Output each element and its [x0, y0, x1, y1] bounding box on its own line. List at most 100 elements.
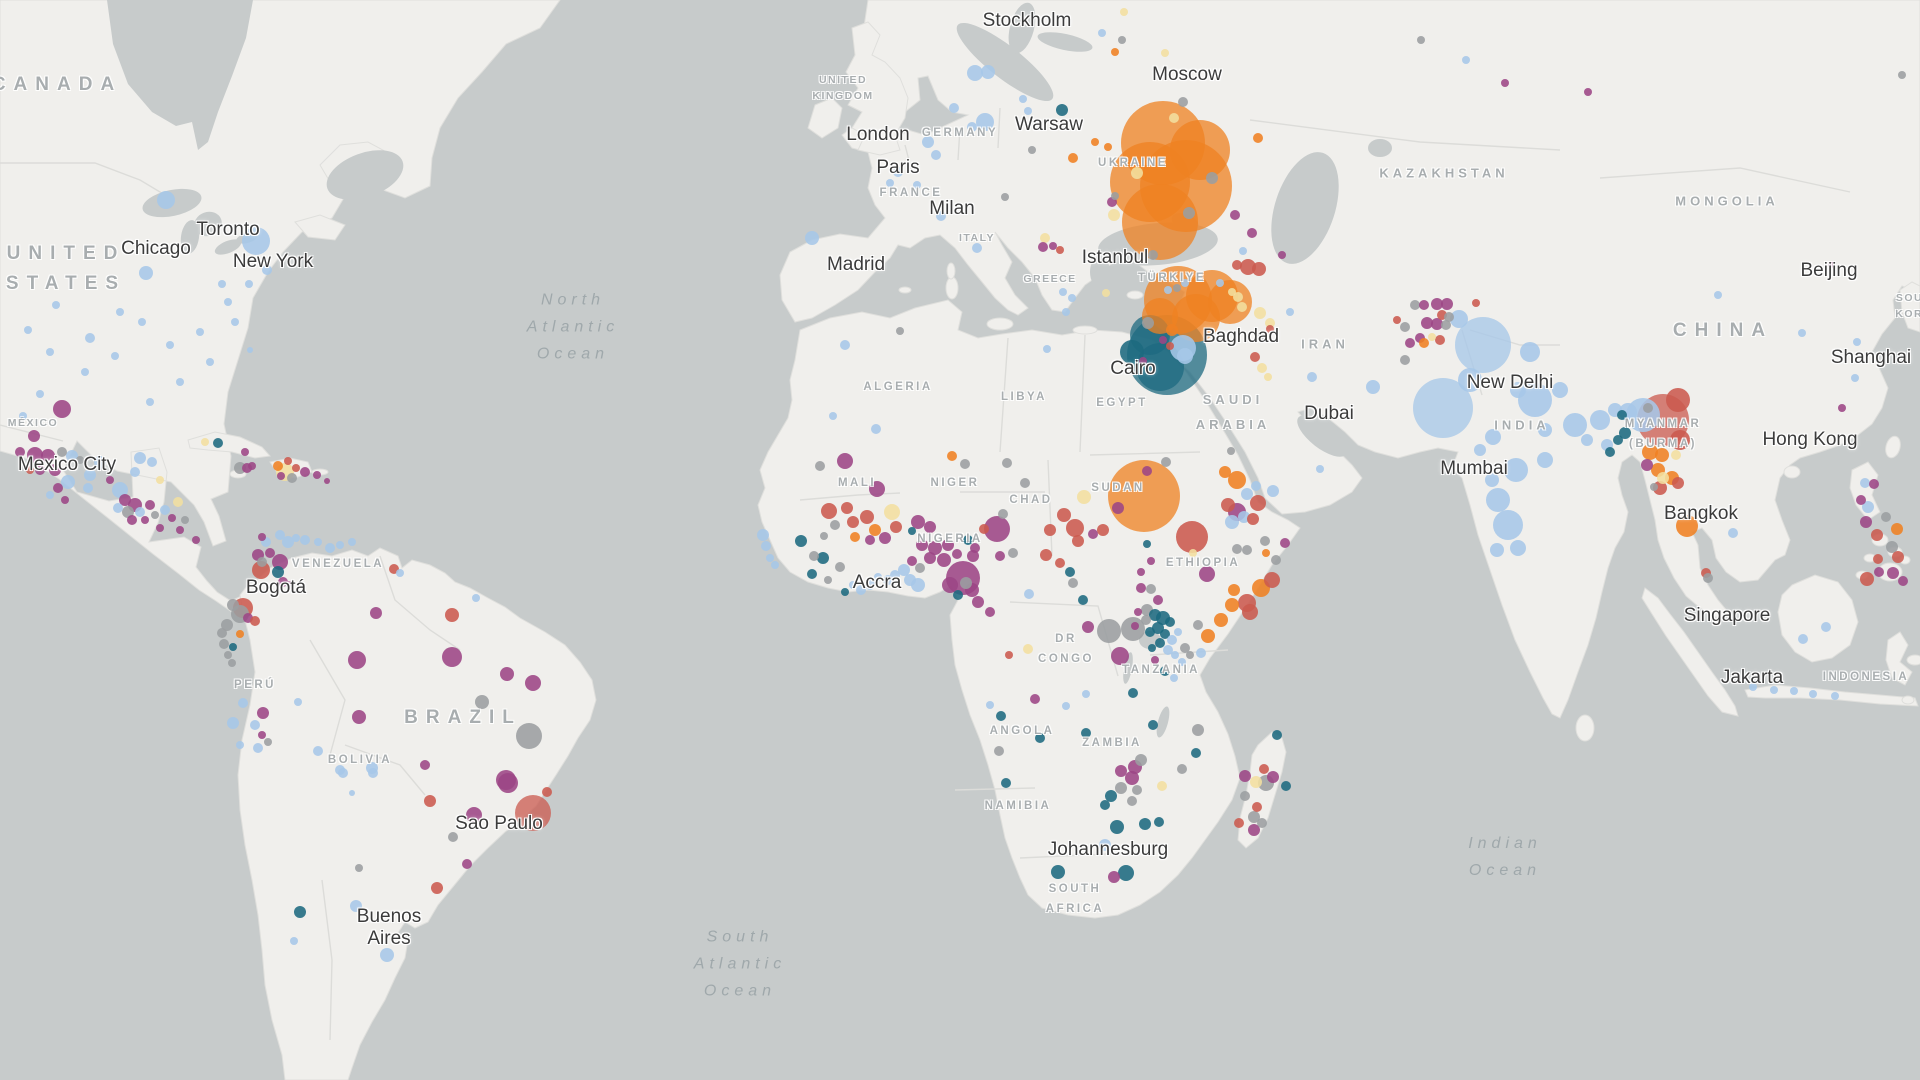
event-bubble[interactable] [1240, 791, 1250, 801]
event-bubble[interactable] [1068, 294, 1076, 302]
event-bubble[interactable] [1886, 541, 1898, 553]
event-bubble[interactable] [1068, 153, 1078, 163]
event-bubble[interactable] [1165, 617, 1175, 627]
event-bubble[interactable] [1023, 644, 1033, 654]
event-bubble[interactable] [156, 476, 164, 484]
event-bubble[interactable] [1228, 471, 1246, 489]
event-bubble[interactable] [1462, 56, 1470, 64]
event-bubble[interactable] [257, 707, 269, 719]
event-bubble[interactable] [1111, 192, 1119, 200]
event-bubble[interactable] [960, 459, 970, 469]
event-bubble[interactable] [841, 588, 849, 596]
event-bubble[interactable] [1650, 483, 1658, 491]
event-bubble[interactable] [420, 760, 430, 770]
event-bubble[interactable] [815, 461, 825, 471]
event-bubble[interactable] [967, 65, 983, 81]
event-bubble[interactable] [860, 510, 874, 524]
event-bubble[interactable] [294, 698, 302, 706]
event-bubble[interactable] [1831, 692, 1839, 700]
event-bubble[interactable] [1164, 286, 1172, 294]
event-bubble[interactable] [1234, 818, 1244, 828]
event-bubble[interactable] [1485, 429, 1501, 445]
event-bubble[interactable] [498, 773, 518, 793]
event-bubble[interactable] [1493, 510, 1523, 540]
event-bubble[interactable] [1056, 104, 1068, 116]
event-bubble[interactable] [1001, 193, 1009, 201]
event-bubble[interactable] [156, 524, 164, 532]
event-bubble[interactable] [113, 503, 123, 513]
event-bubble[interactable] [1192, 724, 1204, 736]
event-bubble[interactable] [1790, 687, 1798, 695]
event-bubble[interactable] [286, 581, 294, 589]
event-bubble[interactable] [1798, 329, 1806, 337]
event-bubble[interactable] [1510, 540, 1526, 556]
event-bubble[interactable] [1657, 472, 1669, 484]
event-bubble[interactable] [970, 543, 980, 553]
event-bubble[interactable] [396, 569, 404, 577]
event-bubble[interactable] [1405, 338, 1415, 348]
event-bubble[interactable] [1098, 29, 1106, 37]
event-bubble[interactable] [1891, 523, 1903, 535]
event-bubble[interactable] [1486, 488, 1510, 512]
event-bubble[interactable] [1038, 242, 1048, 252]
event-bubble[interactable] [1281, 781, 1291, 791]
event-bubble[interactable] [273, 461, 283, 471]
event-bubble[interactable] [173, 497, 183, 507]
event-bubble[interactable] [1655, 448, 1669, 462]
event-bubble[interactable] [472, 594, 480, 602]
event-bubble[interactable] [1191, 748, 1201, 758]
event-bubble[interactable] [1214, 613, 1228, 627]
event-bubble[interactable] [1115, 782, 1127, 794]
event-bubble[interactable] [442, 647, 462, 667]
event-bubble[interactable] [36, 390, 44, 398]
event-bubble[interactable] [1199, 566, 1215, 582]
event-bubble[interactable] [1118, 865, 1134, 881]
event-bubble[interactable] [49, 464, 61, 476]
event-bubble[interactable] [886, 179, 894, 187]
event-bubble[interactable] [134, 452, 146, 464]
event-bubble[interactable] [1265, 318, 1275, 328]
event-bubble[interactable] [176, 378, 184, 386]
event-bubble[interactable] [840, 340, 850, 350]
event-bubble[interactable] [1110, 820, 1124, 834]
event-bubble[interactable] [35, 465, 45, 475]
event-bubble[interactable] [1081, 728, 1091, 738]
event-bubble[interactable] [145, 500, 155, 510]
event-bubble[interactable] [1035, 733, 1045, 743]
event-bubble[interactable] [1157, 781, 1167, 791]
event-bubble[interactable] [1250, 495, 1266, 511]
event-bubble[interactable] [1148, 644, 1156, 652]
event-bubble[interactable] [1444, 312, 1454, 322]
event-bubble[interactable] [227, 599, 239, 611]
event-bubble[interactable] [1043, 345, 1051, 353]
event-bubble[interactable] [1049, 242, 1057, 250]
event-bubble[interactable] [111, 352, 119, 360]
event-bubble[interactable] [1613, 435, 1623, 445]
event-bubble[interactable] [229, 643, 237, 651]
event-bubble[interactable] [338, 768, 348, 778]
event-bubble[interactable] [1131, 622, 1139, 630]
event-bubble[interactable] [1400, 355, 1410, 365]
event-bubble[interactable] [1221, 498, 1235, 512]
event-bubble[interactable] [984, 516, 1010, 542]
event-bubble[interactable] [1450, 310, 1468, 328]
event-bubble[interactable] [462, 859, 472, 869]
event-bubble[interactable] [466, 807, 482, 823]
event-bubble[interactable] [1869, 479, 1879, 489]
event-bubble[interactable] [1104, 143, 1112, 151]
event-bubble[interactable] [1181, 279, 1189, 287]
event-bubble[interactable] [1267, 485, 1279, 497]
event-bubble[interactable] [986, 701, 994, 709]
event-bubble[interactable] [248, 462, 256, 470]
event-bubble[interactable] [1024, 107, 1032, 115]
event-bubble[interactable] [972, 243, 982, 253]
event-bubble[interactable] [1643, 403, 1653, 413]
event-bubble[interactable] [1428, 333, 1436, 341]
event-bubble[interactable] [1851, 374, 1859, 382]
event-bubble[interactable] [1044, 524, 1056, 536]
event-bubble[interactable] [1189, 549, 1197, 557]
event-bubble[interactable] [757, 529, 769, 541]
event-bubble[interactable] [1137, 568, 1145, 576]
event-bubble[interactable] [1233, 292, 1243, 302]
event-bubble[interactable] [516, 723, 542, 749]
